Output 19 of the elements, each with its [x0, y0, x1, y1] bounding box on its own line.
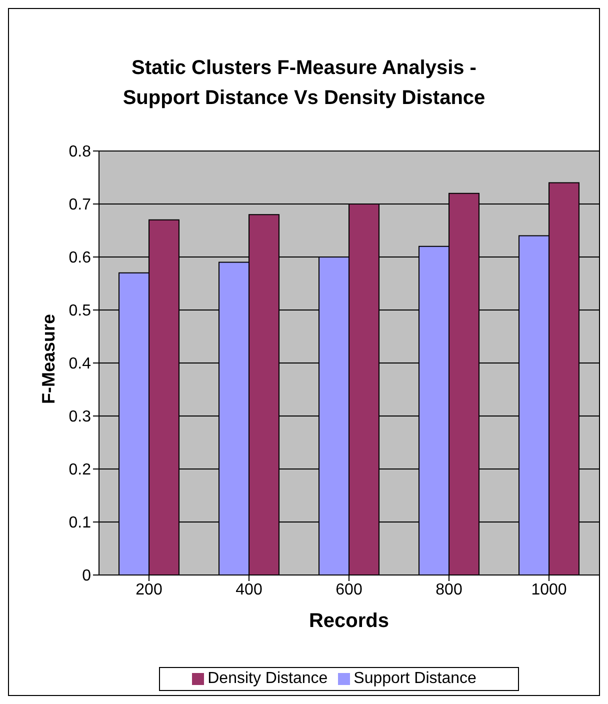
y-tick-label: 0 [82, 568, 92, 585]
x-axis-title: Records [308, 610, 390, 632]
chart-title: Static Clusters F-Measure Analysis - Support Distance Vs Density Distance [122, 56, 486, 111]
legend-label: Support Distance [354, 670, 476, 687]
legend-label: Density Distance [208, 670, 328, 687]
y-tick-label: 0.3 [68, 408, 92, 426]
y-tick-label: 0.8 [68, 144, 92, 161]
x-tick-label: 600 [336, 581, 362, 598]
y-tick-label: 0.7 [68, 196, 92, 214]
x-tick-label: 1000 [531, 581, 567, 598]
x-tick-label: 200 [136, 581, 162, 598]
y-tick-label: 0.4 [68, 356, 92, 373]
x-tick-label: 800 [436, 581, 462, 598]
y-tick-label: 0.6 [68, 250, 92, 267]
x-tick-label: 400 [236, 581, 262, 598]
y-tick-label: 0.5 [68, 302, 92, 320]
y-tick-label: 0.2 [68, 462, 92, 479]
y-tick-label: 0.1 [68, 514, 92, 532]
y-axis-title: F-Measure [38, 314, 60, 404]
